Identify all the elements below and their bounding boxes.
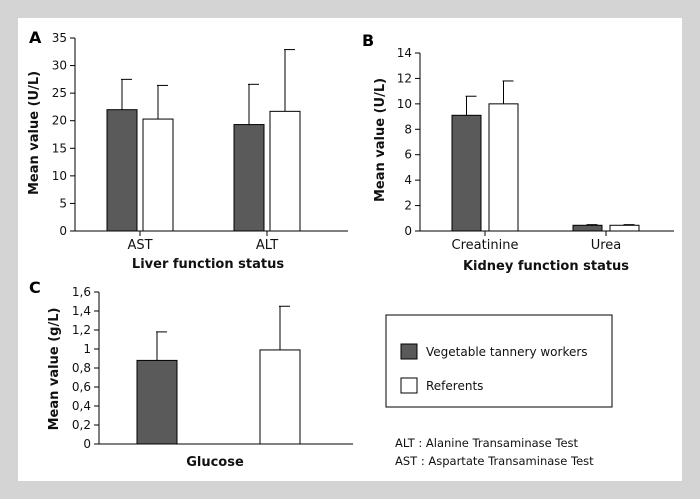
panel-b-bar-workers (451, 114, 482, 232)
figure-canvas: A Mean value (U/L) Liver function status… (27, 28, 674, 470)
panel-c-chart: C Mean value (g/L) Glucose 0 0,2 0,4 0,6 0,8… (29, 278, 353, 470)
panel-b-xlabel: Kidney function status (463, 259, 629, 274)
panel-a-ytick-label: 0 (59, 224, 67, 238)
panel-a-category-label: ALT (256, 238, 278, 253)
panel-a-ytick-label: 20 (52, 114, 67, 128)
legend-swatch-workers (400, 343, 418, 360)
panel-a-ytick-label: 15 (52, 141, 67, 155)
panel-b-ytick-label: 4 (404, 173, 412, 187)
panel-a-ylabel: Mean value (U/L) (27, 71, 42, 195)
panel-a-ytick-label: 10 (52, 169, 67, 183)
panel-b-ytick-label: 0 (404, 224, 412, 238)
panel-a-ytick-label: 35 (52, 31, 67, 45)
panel-a-category-label: AST (127, 238, 152, 253)
panel-a-ytick-label: 30 (52, 59, 67, 73)
legend-swatch-referents (400, 377, 418, 394)
panel-c-ytick-label: 0,8 (72, 361, 91, 375)
panel-c-bar-referents (259, 349, 301, 445)
panel-c-letter: C (29, 278, 41, 297)
panel-a-chart: A Mean value (U/L) Liver function status… (27, 28, 348, 272)
panel-b-ytick-label: 10 (397, 97, 412, 111)
panel-b-ytick-label: 6 (404, 148, 412, 162)
note-alt: ALT : Alanine Transaminase Test (395, 436, 579, 450)
panel-b-chart: B Mean value (U/L) Kidney function statu… (362, 31, 674, 274)
legend-label-referents: Referents (426, 379, 483, 393)
panel-b-bar-referents (488, 103, 519, 232)
panel-c-xlabel: Glucose (186, 455, 244, 470)
legend: Vegetable tannery workers Referents (385, 314, 613, 408)
figure-frame: A Mean value (U/L) Liver function status… (18, 18, 682, 481)
panel-c-ytick-label: 1,6 (72, 285, 91, 299)
panel-c-ytick-label: 1 (83, 342, 91, 356)
panel-a-bar-workers (106, 109, 138, 232)
note-ast: AST : Aspartate Transaminase Test (395, 454, 594, 468)
panel-a-xlabel: Liver function status (132, 257, 284, 272)
panel-a-ytick-label: 25 (52, 86, 67, 100)
panel-a-bar-referents (142, 118, 174, 232)
panel-a-ytick-label: 5 (59, 196, 67, 210)
panel-b-category-label: Creatinine (452, 238, 519, 253)
panel-c-ylabel: Mean value (g/L) (47, 308, 62, 431)
panel-c-ytick-label: 1,4 (72, 304, 91, 318)
panel-a-bar-referents (269, 110, 301, 232)
panel-a-letter: A (29, 28, 42, 47)
legend-label-workers: Vegetable tannery workers (426, 345, 588, 359)
panel-b-category-label: Urea (591, 238, 622, 253)
panel-b-ylabel: Mean value (U/L) (373, 78, 388, 202)
panel-b-letter: B (362, 31, 374, 50)
panel-c-ytick-label: 0 (83, 437, 91, 451)
panel-b-ytick-label: 14 (397, 46, 412, 60)
panel-b-ytick-label: 2 (404, 199, 412, 213)
panel-c-ytick-label: 0,6 (72, 380, 91, 394)
panel-c-bar-workers (136, 359, 178, 445)
legend-box (385, 314, 613, 408)
panel-b-bar-referents (609, 224, 640, 232)
panel-c-ytick-label: 1,2 (72, 323, 91, 337)
panel-c-ytick-label: 0,4 (72, 399, 91, 413)
panel-b-bar-workers (572, 224, 603, 232)
panel-b-ytick-label: 8 (404, 122, 412, 136)
panel-c-ytick-label: 0,2 (72, 418, 91, 432)
panel-a-bar-workers (233, 124, 265, 232)
panel-b-ytick-label: 12 (397, 71, 412, 85)
